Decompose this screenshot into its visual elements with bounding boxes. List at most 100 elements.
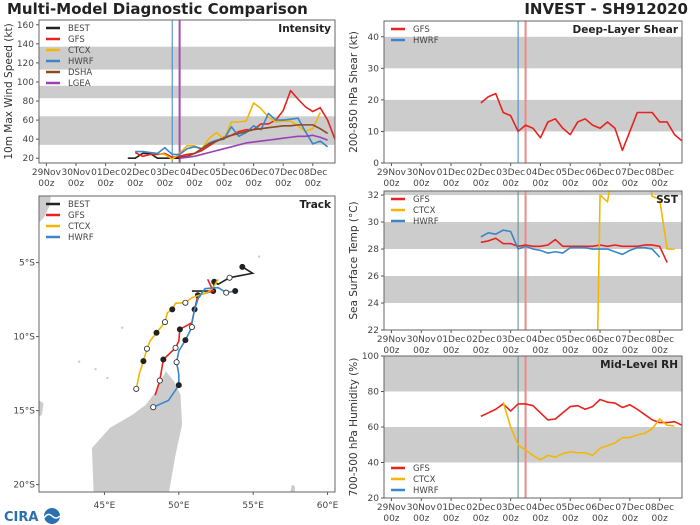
y-axis-label: Sea Surface Temp (°C) bbox=[348, 201, 360, 319]
track-point-ctcx bbox=[140, 358, 147, 365]
x-tick-hour: 00z bbox=[562, 179, 578, 189]
category-band bbox=[384, 356, 682, 392]
x-tick-day: 08Dec bbox=[645, 168, 674, 178]
track-point-best bbox=[226, 274, 233, 281]
category-band bbox=[384, 99, 682, 132]
y-tick-label: 10 bbox=[368, 127, 380, 137]
x-tick-day: 05Dec bbox=[210, 168, 239, 178]
series-line-hwrf bbox=[480, 229, 661, 258]
x-tick-hour: 00z bbox=[532, 346, 548, 356]
track-point-best bbox=[239, 263, 246, 270]
x-tick-hour: 00z bbox=[562, 346, 578, 356]
category-band bbox=[39, 46, 335, 70]
x-tick-day: 02Dec bbox=[466, 335, 495, 345]
x-tick-day: 29Nov bbox=[377, 503, 407, 513]
track-point-ctcx bbox=[182, 299, 189, 306]
x-tick-day: 29Nov bbox=[32, 168, 62, 178]
intensity-frame bbox=[38, 19, 336, 164]
series-line-ctcx bbox=[502, 401, 675, 461]
panel-title: Deep-Layer Shear bbox=[572, 24, 678, 36]
x-tick-hour: 00z bbox=[413, 514, 429, 524]
y-tick-label: 24 bbox=[368, 299, 380, 309]
track-point-ctcx bbox=[133, 385, 140, 392]
y-tick-label: 30 bbox=[368, 64, 380, 74]
x-tick-day: 03Dec bbox=[496, 335, 525, 345]
rh-panel: 2040608010029Nov00z30Nov00z01Dec00z02Dec… bbox=[348, 352, 683, 524]
x-tick-day: 07Dec bbox=[615, 503, 644, 513]
y-tick-label: 40 bbox=[368, 33, 380, 43]
y-tick-label: 20 bbox=[368, 96, 380, 106]
y-tick-label: 60 bbox=[368, 423, 380, 433]
x-tick-hour: 00z bbox=[622, 514, 638, 524]
panel-title: SST bbox=[656, 194, 679, 206]
track-point-gfs bbox=[172, 344, 179, 351]
x-tick-hour: 00z bbox=[157, 179, 173, 189]
track-point-hwrf bbox=[173, 359, 180, 366]
land-mass bbox=[290, 484, 295, 492]
x-tick-day: 30Nov bbox=[407, 168, 437, 178]
x-tick-hour: 00z bbox=[38, 179, 54, 189]
track-line-ctcx bbox=[135, 278, 219, 390]
x-tick-day: 30Nov bbox=[61, 168, 91, 178]
legend-label-hwrf: HWRF bbox=[413, 217, 439, 227]
x-tick-hour: 00z bbox=[443, 514, 459, 524]
cira-logo: CIRA bbox=[4, 508, 61, 525]
x-tick-hour: 00z bbox=[127, 179, 143, 189]
x-tick-day: 03Dec bbox=[496, 503, 525, 513]
x-tick-day: 05Dec bbox=[556, 335, 585, 345]
x-tick-day: 07Dec bbox=[269, 168, 298, 178]
panel-title: Intensity bbox=[278, 23, 331, 35]
legend-label-ctcx: CTCX bbox=[68, 222, 91, 232]
island bbox=[257, 255, 261, 258]
x-tick-hour: 00z bbox=[443, 179, 459, 189]
x-tick-day: 02Dec bbox=[466, 168, 495, 178]
lon-tick-label: 55°E bbox=[242, 501, 264, 511]
sst-plot-area bbox=[384, 191, 682, 330]
panel-title: Track bbox=[300, 199, 332, 211]
lon-tick-label: 50°E bbox=[168, 501, 190, 511]
x-tick-hour: 00z bbox=[532, 179, 548, 189]
x-tick-day: 07Dec bbox=[615, 335, 644, 345]
x-tick-day: 01Dec bbox=[437, 503, 466, 513]
track-point-ctcx bbox=[161, 319, 168, 326]
x-tick-hour: 00z bbox=[246, 179, 262, 189]
x-tick-day: 04Dec bbox=[526, 503, 555, 513]
legend-label-hwrf: HWRF bbox=[68, 57, 94, 67]
series-line-gfs bbox=[480, 398, 682, 426]
x-tick-day: 08Dec bbox=[645, 503, 674, 513]
track-point-gfs bbox=[176, 326, 183, 333]
x-tick-hour: 00z bbox=[186, 179, 202, 189]
land-mass bbox=[39, 196, 51, 223]
x-tick-hour: 00z bbox=[216, 179, 232, 189]
x-tick-hour: 00z bbox=[275, 179, 291, 189]
lat-tick-label: 15°S bbox=[13, 407, 35, 417]
x-tick-hour: 00z bbox=[383, 179, 399, 189]
track-point-hwrf bbox=[223, 289, 230, 296]
land-mass bbox=[39, 400, 44, 417]
lat-tick-label: 10°S bbox=[13, 333, 35, 343]
y-tick-label: 30 bbox=[368, 218, 380, 228]
x-tick-day: 06Dec bbox=[586, 335, 615, 345]
track-plot-area bbox=[39, 196, 335, 492]
x-tick-hour: 00z bbox=[383, 346, 399, 356]
legend-label-best: BEST bbox=[68, 24, 91, 34]
x-tick-day: 04Dec bbox=[526, 335, 555, 345]
track-panel: 45°E 50°E 55°E 60°E 5°S 10°S 15°S 20°S Track BEST… bbox=[13, 195, 339, 511]
category-band bbox=[384, 276, 682, 304]
legend-label-dsha: DSHA bbox=[68, 68, 92, 78]
y-tick-label: 80 bbox=[368, 388, 380, 398]
category-band bbox=[39, 85, 335, 99]
y-tick-label: 26 bbox=[368, 272, 380, 282]
track-point-hwrf bbox=[188, 324, 195, 331]
x-tick-day: 02Dec bbox=[466, 503, 495, 513]
shear-panel: 01020304029Nov00z30Nov00z01Dec00z02Dec00… bbox=[348, 20, 683, 189]
intensity-plot-area bbox=[39, 20, 335, 163]
y-tick-label: 32 bbox=[368, 191, 379, 201]
x-tick-hour: 00z bbox=[383, 514, 399, 524]
x-tick-day: 04Dec bbox=[180, 168, 209, 178]
series-line-lgea bbox=[179, 134, 328, 160]
x-tick-hour: 00z bbox=[473, 179, 489, 189]
x-tick-hour: 00z bbox=[622, 179, 638, 189]
